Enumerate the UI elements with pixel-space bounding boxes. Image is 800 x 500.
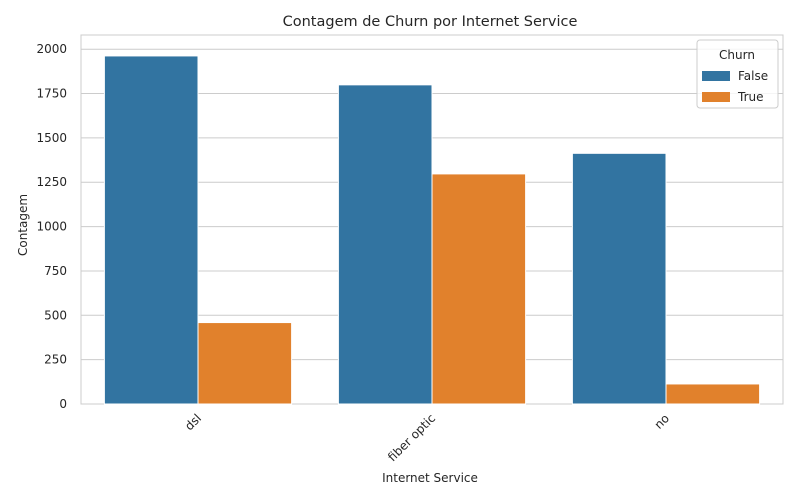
legend-title: Churn xyxy=(719,48,755,62)
y-tick-label: 0 xyxy=(59,397,67,411)
y-tick-label: 1000 xyxy=(36,220,67,234)
y-tick-label: 1250 xyxy=(36,175,67,189)
legend-swatch-true xyxy=(702,92,730,102)
y-tick-label: 250 xyxy=(44,353,67,367)
legend-box xyxy=(696,39,779,109)
y-tick-label: 750 xyxy=(44,264,67,278)
y-axis-label: Contagem xyxy=(16,194,30,256)
bar-true-fiber-optic xyxy=(431,173,527,405)
y-tick-label: 500 xyxy=(44,308,67,322)
bar-layer xyxy=(103,55,761,405)
bar-true-no xyxy=(665,383,761,405)
bar-false-fiber-optic xyxy=(337,84,433,405)
y-tick-label: 2000 xyxy=(36,42,67,56)
x-axis-label: Internet Service xyxy=(382,471,478,485)
legend-label-false: False xyxy=(738,69,768,83)
bar-false-dsl xyxy=(103,55,199,405)
y-tick-label: 1750 xyxy=(36,87,67,101)
y-tick-label: 1500 xyxy=(36,131,67,145)
bar-true-dsl xyxy=(197,322,293,405)
legend: Churn False True xyxy=(696,39,779,109)
legend-label-true: True xyxy=(737,90,764,104)
legend-swatch-false xyxy=(702,71,730,81)
chart-title: Contagem de Churn por Internet Service xyxy=(283,14,578,30)
bar-false-no xyxy=(571,152,667,405)
